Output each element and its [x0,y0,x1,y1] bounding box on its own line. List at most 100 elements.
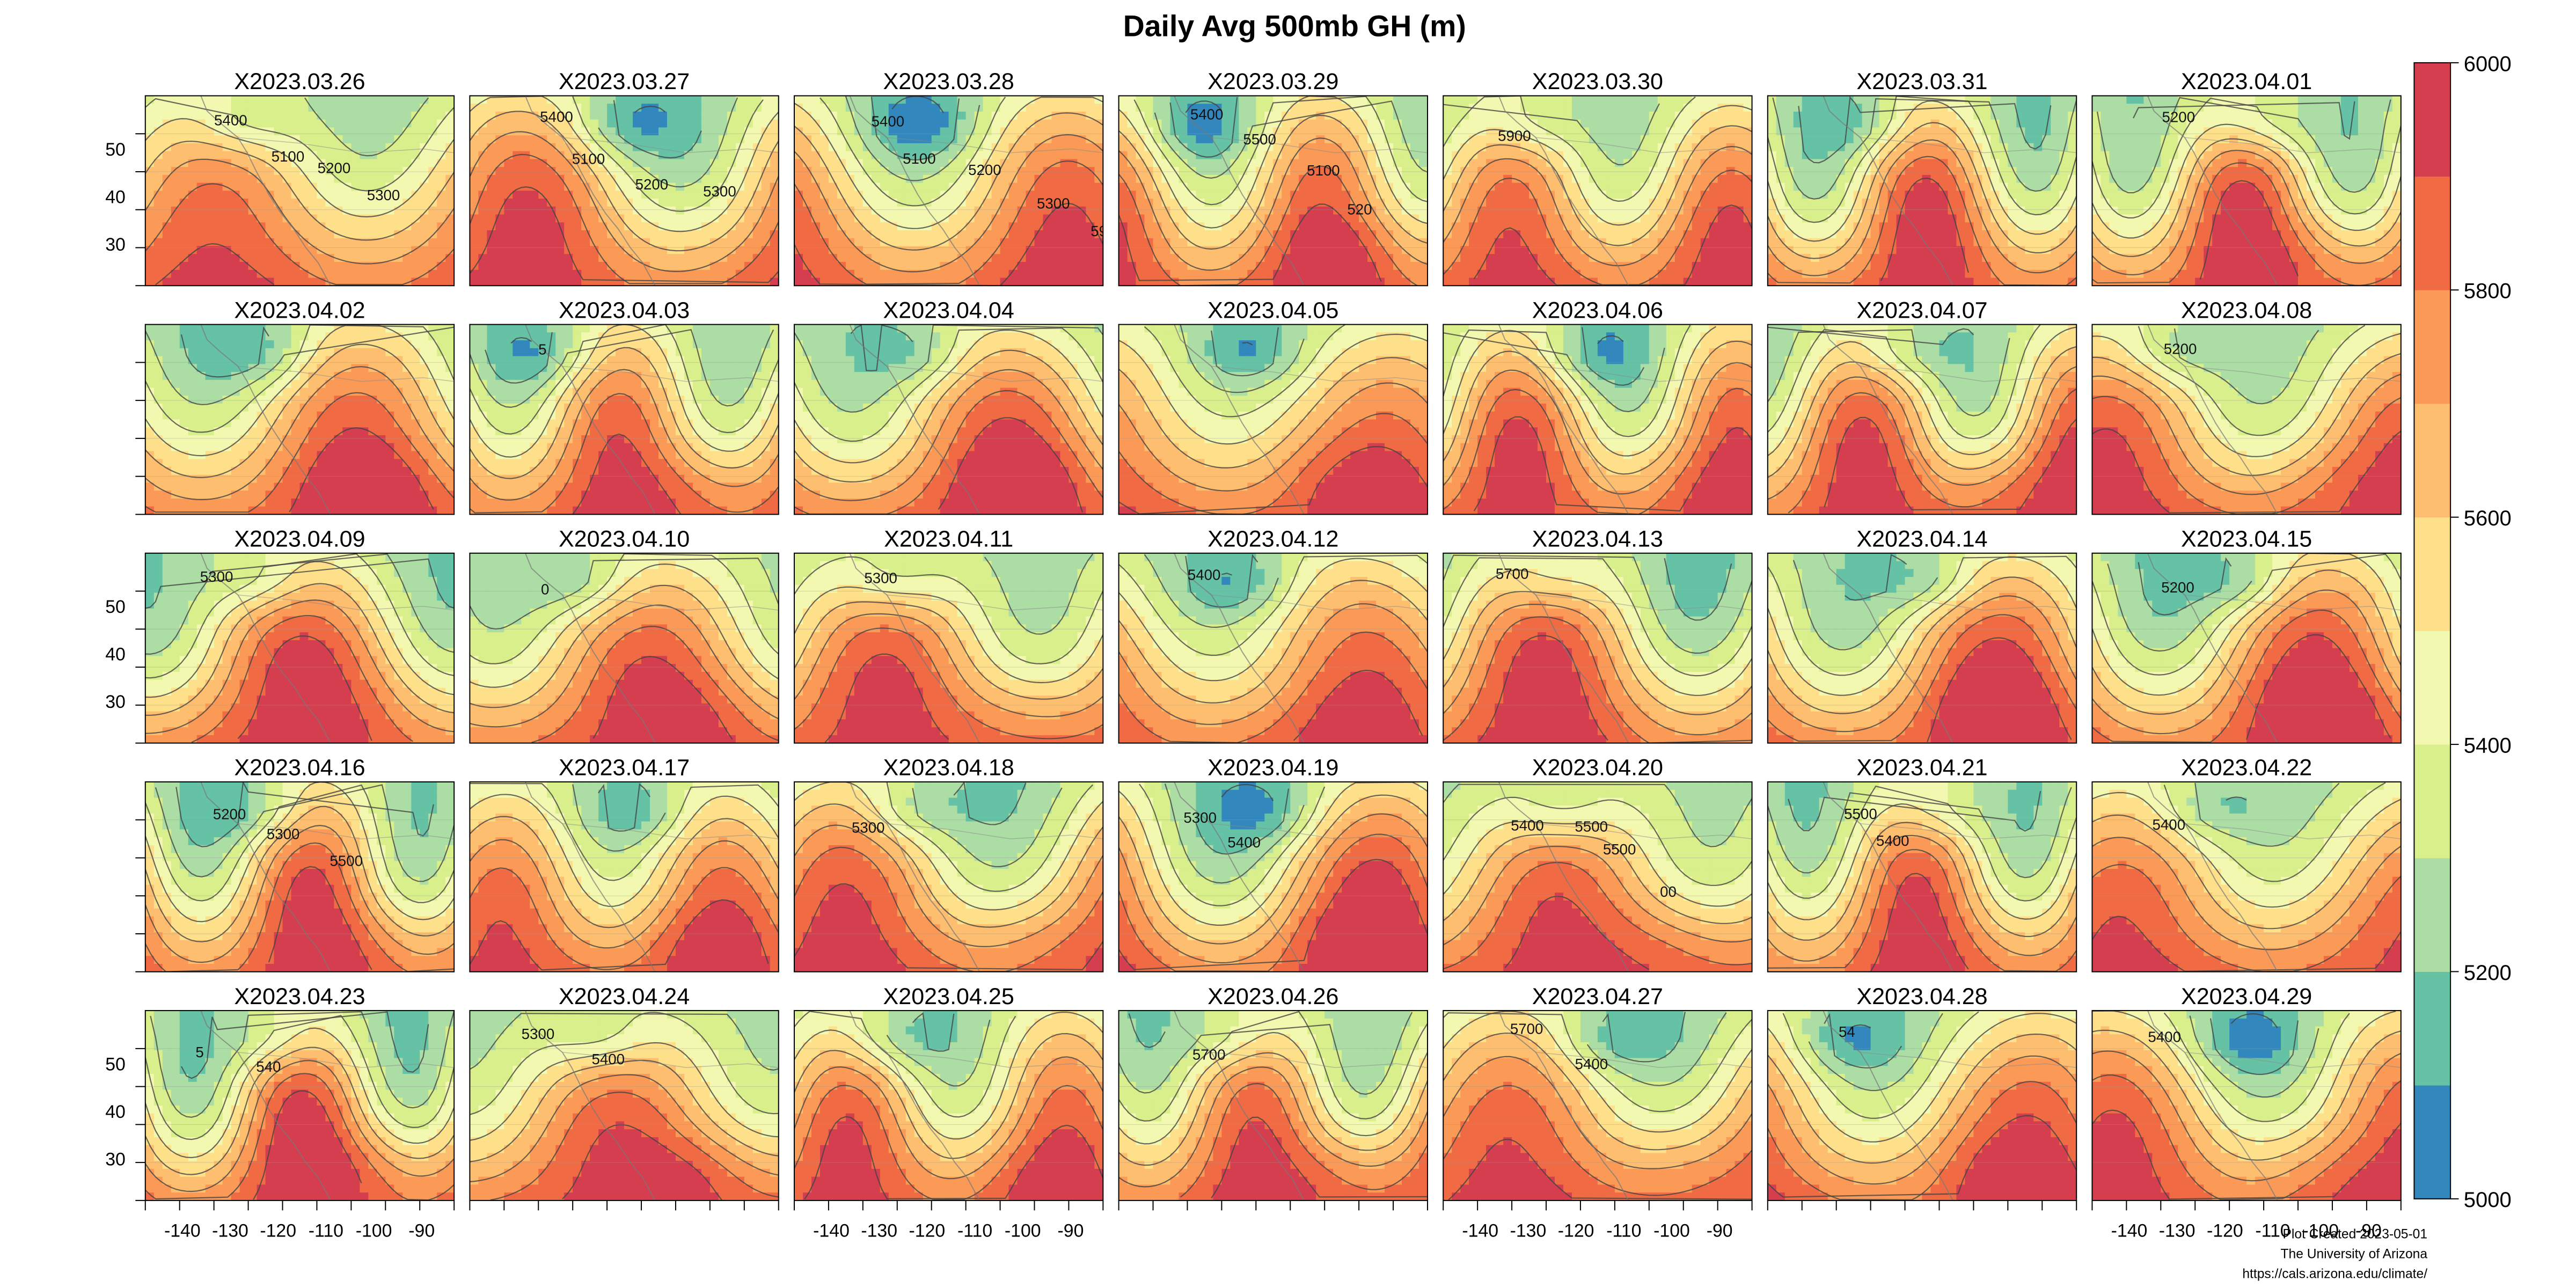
coastline [200,553,331,743]
contour-line [145,392,455,513]
contour-label: 5300 [200,568,233,585]
contour-line [794,160,1103,285]
contour-line [1767,576,2077,714]
map-panel: X2023.04.06 [1443,297,1753,515]
contour-line [845,96,980,181]
border-line [562,594,779,611]
contour-line [794,134,1103,273]
contour-label: 5900 [1498,127,1531,144]
contour-line [2133,101,2355,140]
map-panel: 5400 5100 5200 5300 X2023.03.26 50 40 30 [105,69,455,287]
panel-frame [793,95,1104,287]
contour-line [1582,327,1645,386]
x-tick-label: -140 [1462,1221,1498,1241]
contour-line [1118,96,1428,229]
contour-line [912,1012,955,1052]
contour-line [1479,635,1608,742]
contour-line [1443,170,1752,286]
footer-credit: Plot Created 2023-05-01 [2283,1227,2428,1242]
contour-line [1443,821,1752,907]
contour-line [470,131,779,273]
coastline [1174,324,1305,515]
map-panel: X2023.04.17 [469,755,779,972]
contour-line [1180,325,1305,393]
colorbar-swatch [2414,290,2451,404]
map-panel: 5200 5300 5500 X2023.04.16 [135,755,455,972]
contour-line [175,781,434,847]
contour-label: 5400 [540,108,573,125]
colorbar-label: 5800 [2464,280,2512,303]
contour-line [794,96,1103,229]
coastline [524,324,656,515]
contour-label: 54 [1839,1023,1855,1040]
map-panel: 0 X2023.04.10 [469,526,779,744]
contour-line [470,899,769,971]
contour-label: 5500 [330,852,363,869]
contour-line [794,1085,1103,1201]
border-line [1860,365,2077,382]
colorbar-swatch [2414,744,2451,859]
border-line [562,137,779,153]
contour-line [180,1011,429,1079]
border-line [562,823,779,839]
contour-label: 5300 [267,826,300,843]
contour-label: 5700 [1496,565,1529,582]
map-panel: 5500 5400 X2023.04.21 [1767,755,2077,972]
map-panel: X2023.04.04 [793,297,1104,515]
border-line [2184,137,2401,153]
contour-line [1443,145,1752,267]
panel-title: X2023.04.26 [1208,984,1338,1009]
panel-title: X2023.04.08 [2181,297,2312,323]
map-panel: 5 X2023.04.03 [469,297,779,515]
border-line [238,1052,455,1068]
contour-line [2174,328,2319,405]
contour-label: 5300 [703,183,736,200]
contour-line [145,806,455,942]
map-panel: 5400 X2023.04.29 -140 -130 -120 -110 -100 -90 [2091,984,2402,1241]
contour-line [1602,1012,1686,1063]
contour-line [1767,1055,2077,1185]
border-line [562,365,779,382]
contour-line [2092,864,2401,972]
panel-title: X2023.04.03 [559,297,690,323]
panel-title: X2023.03.31 [1856,69,1987,94]
contour-line [1443,325,1691,437]
contour-line [145,1073,455,1201]
contour-line [2092,333,2401,457]
contour-line [1443,796,1752,886]
panel-title: X2023.04.07 [1856,297,1987,323]
contour-line [1211,1116,1428,1199]
contour-line [912,787,1063,868]
contour-line [470,96,779,232]
coastline [524,96,656,286]
contour-label: 5 [538,341,546,358]
x-tick-label: -140 [164,1221,201,1241]
contour-label: 5400 [2148,1028,2181,1045]
contour-line [2092,1050,2401,1182]
contour-line [1443,554,1752,654]
contour-line [1118,1012,1413,1095]
panel-title: X2023.04.25 [883,984,1014,1009]
contour-line [145,784,455,904]
border-line [238,365,455,382]
border-line [887,1052,1103,1068]
contour-line [1211,327,1279,377]
contour-line [1767,1115,2077,1198]
map-panel: 5200 X2023.04.08 [2091,297,2402,515]
colorbar-label: 5600 [2464,507,2512,530]
contour-line [794,349,1103,483]
contour-line [1118,382,1428,492]
contour-line [562,1124,723,1201]
map-panel: 5400 5500 5100 520 X2023.03.29 [1118,69,1428,287]
contour-label: 5500 [1844,806,1877,822]
contour-label: 5200 [968,162,1001,178]
contour-label: 5500 [1575,818,1608,835]
contour-line [794,112,1103,251]
contour-line [1118,580,1428,704]
contour-line [2092,589,2401,735]
colorbar-swatch [2414,176,2451,290]
contour-line [2194,782,2340,847]
contour-label: 0 [541,581,549,598]
